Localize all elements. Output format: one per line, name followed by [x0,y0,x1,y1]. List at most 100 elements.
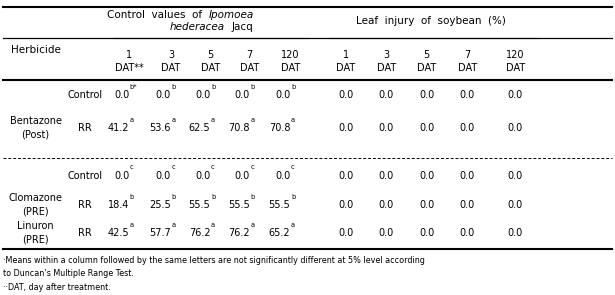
Text: a: a [211,222,215,228]
Text: 0.0: 0.0 [379,123,394,133]
Text: c: c [172,164,175,170]
Text: a: a [211,117,215,123]
Text: 0.0: 0.0 [379,228,394,238]
Text: 53.6: 53.6 [149,123,171,133]
Text: a: a [291,222,295,228]
Text: Control  values  of: Control values of [108,10,209,20]
Text: Herbicide: Herbicide [10,45,61,55]
Text: DAT: DAT [280,63,300,73]
Text: c: c [250,164,254,170]
Text: RR: RR [78,200,92,210]
Text: ··DAT, day after treatment.: ··DAT, day after treatment. [3,283,111,292]
Text: a: a [291,117,295,123]
Text: DAT: DAT [200,63,220,73]
Text: 0.0: 0.0 [508,171,523,181]
Text: a: a [250,222,255,228]
Text: b*: b* [130,84,137,90]
Text: 70.8: 70.8 [269,123,290,133]
Text: Control: Control [67,90,103,100]
Text: 57.7: 57.7 [149,228,171,238]
Text: b: b [211,194,215,200]
Text: DAT: DAT [417,63,437,73]
Text: 55.5: 55.5 [228,200,250,210]
Text: 0.0: 0.0 [156,90,171,100]
Text: 5: 5 [207,50,213,60]
Text: 7: 7 [247,50,253,60]
Text: RR: RR [78,228,92,238]
Text: 0.0: 0.0 [460,200,475,210]
Text: 0.0: 0.0 [338,228,353,238]
Text: to Duncan’s Multiple Range Test.: to Duncan’s Multiple Range Test. [3,269,134,278]
Text: 0.0: 0.0 [275,171,290,181]
Text: DAT: DAT [336,63,355,73]
Text: 3: 3 [383,50,389,60]
Text: 42.5: 42.5 [108,228,129,238]
Text: 76.2: 76.2 [228,228,250,238]
Text: 0.0: 0.0 [379,90,394,100]
Text: 120: 120 [281,50,300,60]
Text: 65.2: 65.2 [269,228,290,238]
Text: b: b [250,194,255,200]
Text: 0.0: 0.0 [114,171,129,181]
Text: (Post): (Post) [22,130,50,140]
Text: Jacq: Jacq [231,22,253,32]
Text: 0.0: 0.0 [379,200,394,210]
Text: Leaf  injury  of  soybean  (%): Leaf injury of soybean (%) [355,16,506,26]
Text: 41.2: 41.2 [108,123,129,133]
Text: ·Means within a column followed by the same letters are not significantly differ: ·Means within a column followed by the s… [3,256,425,265]
Text: 0.0: 0.0 [234,171,250,181]
Text: hederacea: hederacea [169,22,224,32]
Text: 0.0: 0.0 [156,171,171,181]
Text: 1: 1 [343,50,349,60]
Text: a: a [250,117,255,123]
Text: a: a [172,222,176,228]
Text: 0.0: 0.0 [379,171,394,181]
Text: Linuron: Linuron [17,221,54,231]
Text: b: b [291,194,295,200]
Text: a: a [130,117,134,123]
Text: DAT: DAT [240,63,260,73]
Text: b: b [172,194,176,200]
Text: 25.5: 25.5 [149,200,171,210]
Text: 0.0: 0.0 [419,228,434,238]
Text: 7: 7 [464,50,470,60]
Text: b: b [250,84,255,90]
Text: 0.0: 0.0 [419,90,434,100]
Text: 70.8: 70.8 [228,123,250,133]
Text: 0.0: 0.0 [338,200,353,210]
Text: DAT: DAT [458,63,477,73]
Text: 0.0: 0.0 [338,90,353,100]
Text: Bentazone: Bentazone [10,116,62,126]
Text: 0.0: 0.0 [195,171,210,181]
Text: 0.0: 0.0 [275,90,290,100]
Text: DAT**: DAT** [115,63,143,73]
Text: b: b [291,84,295,90]
Text: 0.0: 0.0 [460,123,475,133]
Text: a: a [172,117,176,123]
Text: (PRE): (PRE) [22,235,49,245]
Text: 18.4: 18.4 [108,200,129,210]
Text: 0.0: 0.0 [419,123,434,133]
Text: 0.0: 0.0 [195,90,210,100]
Text: 0.0: 0.0 [338,171,353,181]
Text: 1: 1 [126,50,132,60]
Text: 5: 5 [424,50,430,60]
Text: DAT: DAT [376,63,396,73]
Text: b: b [211,84,215,90]
Text: 0.0: 0.0 [460,90,475,100]
Text: 0.0: 0.0 [338,123,353,133]
Text: Clomazone: Clomazone [9,193,63,203]
Text: 55.5: 55.5 [269,200,290,210]
Text: 0.0: 0.0 [419,171,434,181]
Text: c: c [291,164,295,170]
Text: (PRE): (PRE) [22,206,49,217]
Text: b: b [172,84,176,90]
Text: 62.5: 62.5 [189,123,210,133]
Text: c: c [211,164,215,170]
Text: DAT: DAT [506,63,525,73]
Text: 0.0: 0.0 [508,90,523,100]
Text: DAT: DAT [161,63,181,73]
Text: Ipomoea: Ipomoea [209,10,255,20]
Text: 0.0: 0.0 [508,200,523,210]
Text: 0.0: 0.0 [460,228,475,238]
